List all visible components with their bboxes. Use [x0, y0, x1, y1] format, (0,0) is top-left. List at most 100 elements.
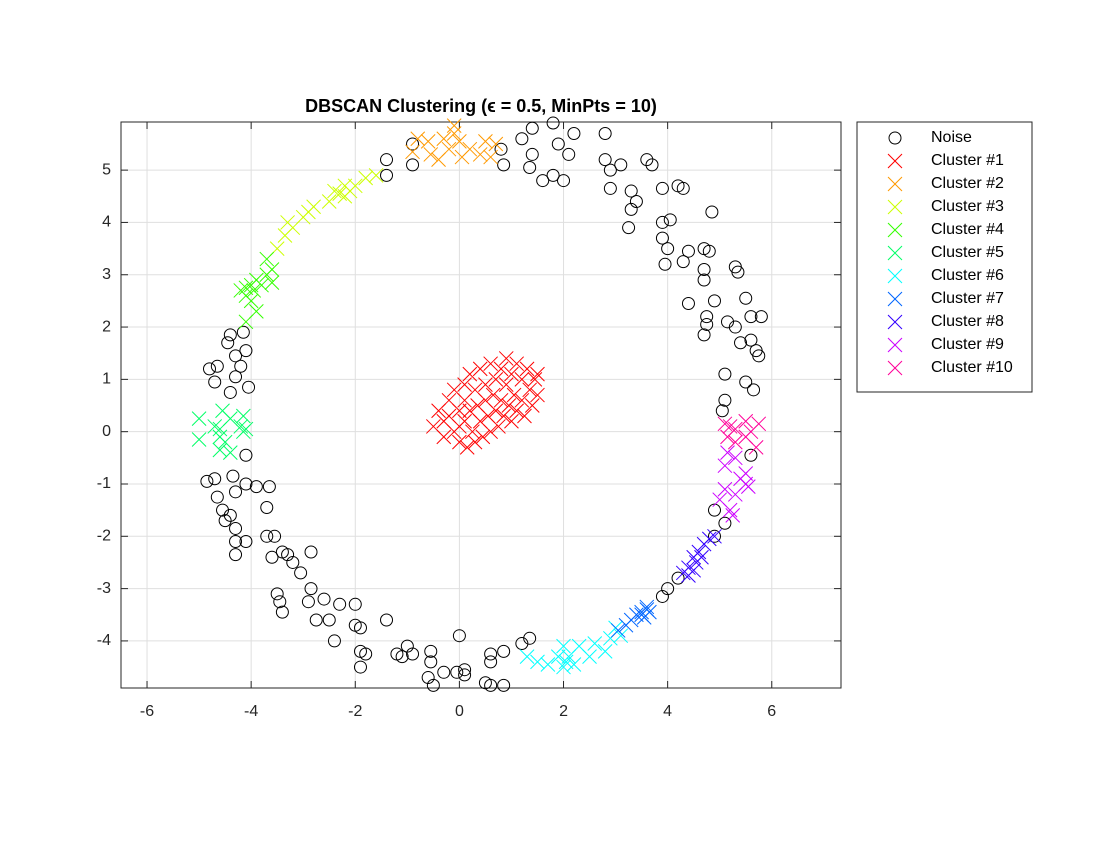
point — [493, 392, 509, 408]
point — [676, 255, 690, 269]
x-tick-label: -2 — [348, 703, 362, 720]
point — [496, 408, 511, 424]
point — [744, 448, 758, 462]
point — [744, 333, 758, 347]
point — [457, 413, 472, 429]
point — [207, 419, 223, 434]
point — [640, 153, 654, 167]
point — [229, 370, 243, 384]
point — [216, 503, 230, 517]
point — [718, 367, 732, 381]
legend-box — [856, 121, 1033, 393]
point — [222, 411, 238, 426]
point — [498, 351, 514, 366]
point — [509, 403, 525, 419]
point — [424, 644, 438, 658]
point — [546, 116, 560, 130]
y-tick-label: -4 — [97, 632, 111, 649]
point — [333, 597, 347, 611]
series — [200, 116, 768, 692]
point — [457, 377, 472, 392]
point — [624, 184, 638, 198]
point — [558, 654, 574, 670]
point — [728, 320, 742, 334]
point — [405, 144, 420, 160]
point — [536, 174, 550, 188]
point — [259, 267, 275, 283]
point — [368, 168, 384, 183]
point — [519, 649, 535, 664]
y-tick-label: -2 — [97, 528, 111, 545]
point — [546, 168, 560, 182]
point — [452, 403, 467, 419]
series — [269, 168, 384, 256]
point — [622, 221, 636, 235]
point — [483, 356, 498, 372]
point — [280, 215, 295, 230]
point — [337, 188, 353, 204]
point — [472, 361, 488, 377]
legend-marker — [887, 314, 903, 330]
point — [551, 137, 565, 151]
y-tick-label: 3 — [102, 266, 111, 283]
y-tick-label: -3 — [97, 580, 111, 597]
point — [707, 294, 721, 308]
point — [504, 413, 519, 429]
point — [681, 560, 696, 576]
legend-label: Cluster #3 — [931, 198, 1004, 215]
legend-marker — [887, 360, 903, 376]
point — [717, 481, 733, 497]
series — [519, 620, 629, 675]
point — [233, 419, 249, 434]
point — [497, 158, 511, 172]
point — [566, 657, 582, 672]
point — [239, 344, 253, 358]
point — [483, 424, 498, 440]
point — [229, 535, 243, 549]
point — [488, 403, 504, 419]
point — [273, 595, 287, 609]
point — [327, 634, 341, 648]
point — [223, 328, 237, 342]
point — [458, 668, 472, 682]
point — [645, 158, 659, 172]
point — [221, 336, 235, 350]
series — [233, 251, 280, 330]
legend-label: Cluster #7 — [931, 290, 1004, 307]
point — [488, 372, 504, 387]
legend-marker — [887, 176, 903, 192]
point — [203, 362, 217, 376]
point — [275, 545, 289, 559]
point — [229, 548, 243, 562]
legend-label: Cluster #2 — [931, 175, 1004, 192]
point — [530, 654, 545, 670]
point — [478, 377, 493, 392]
point — [523, 161, 537, 175]
point — [697, 273, 711, 287]
point — [707, 503, 721, 517]
point — [260, 501, 274, 515]
point — [484, 678, 498, 692]
point — [275, 605, 289, 619]
point — [210, 359, 224, 373]
point — [658, 257, 672, 271]
point — [424, 655, 438, 669]
point — [472, 147, 488, 162]
point — [501, 398, 517, 413]
point — [722, 502, 738, 518]
point — [400, 639, 414, 653]
point — [514, 372, 530, 387]
point — [751, 416, 767, 432]
point — [208, 472, 222, 486]
point — [485, 387, 501, 403]
series — [717, 413, 767, 455]
point — [557, 174, 571, 188]
series — [675, 528, 722, 583]
point — [317, 592, 331, 606]
point — [380, 153, 394, 167]
point — [332, 186, 348, 202]
legend-label: Cluster #10 — [931, 359, 1013, 376]
point — [226, 469, 240, 483]
legend-label: Cluster #8 — [931, 313, 1004, 330]
